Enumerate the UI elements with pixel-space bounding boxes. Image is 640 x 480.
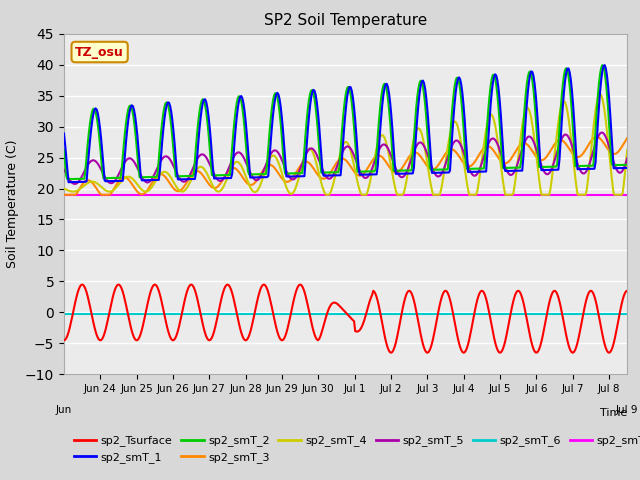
Y-axis label: Soil Temperature (C): Soil Temperature (C) xyxy=(6,140,19,268)
Text: Jul 9: Jul 9 xyxy=(616,405,639,415)
Text: TZ_osu: TZ_osu xyxy=(76,46,124,59)
Title: SP2 Soil Temperature: SP2 Soil Temperature xyxy=(264,13,428,28)
Text: Jun: Jun xyxy=(56,405,72,415)
Text: Time: Time xyxy=(600,408,627,419)
Legend: sp2_Tsurface, sp2_smT_1, sp2_smT_2, sp2_smT_3, sp2_smT_4, sp2_smT_5, sp2_smT_6, : sp2_Tsurface, sp2_smT_1, sp2_smT_2, sp2_… xyxy=(70,431,640,468)
